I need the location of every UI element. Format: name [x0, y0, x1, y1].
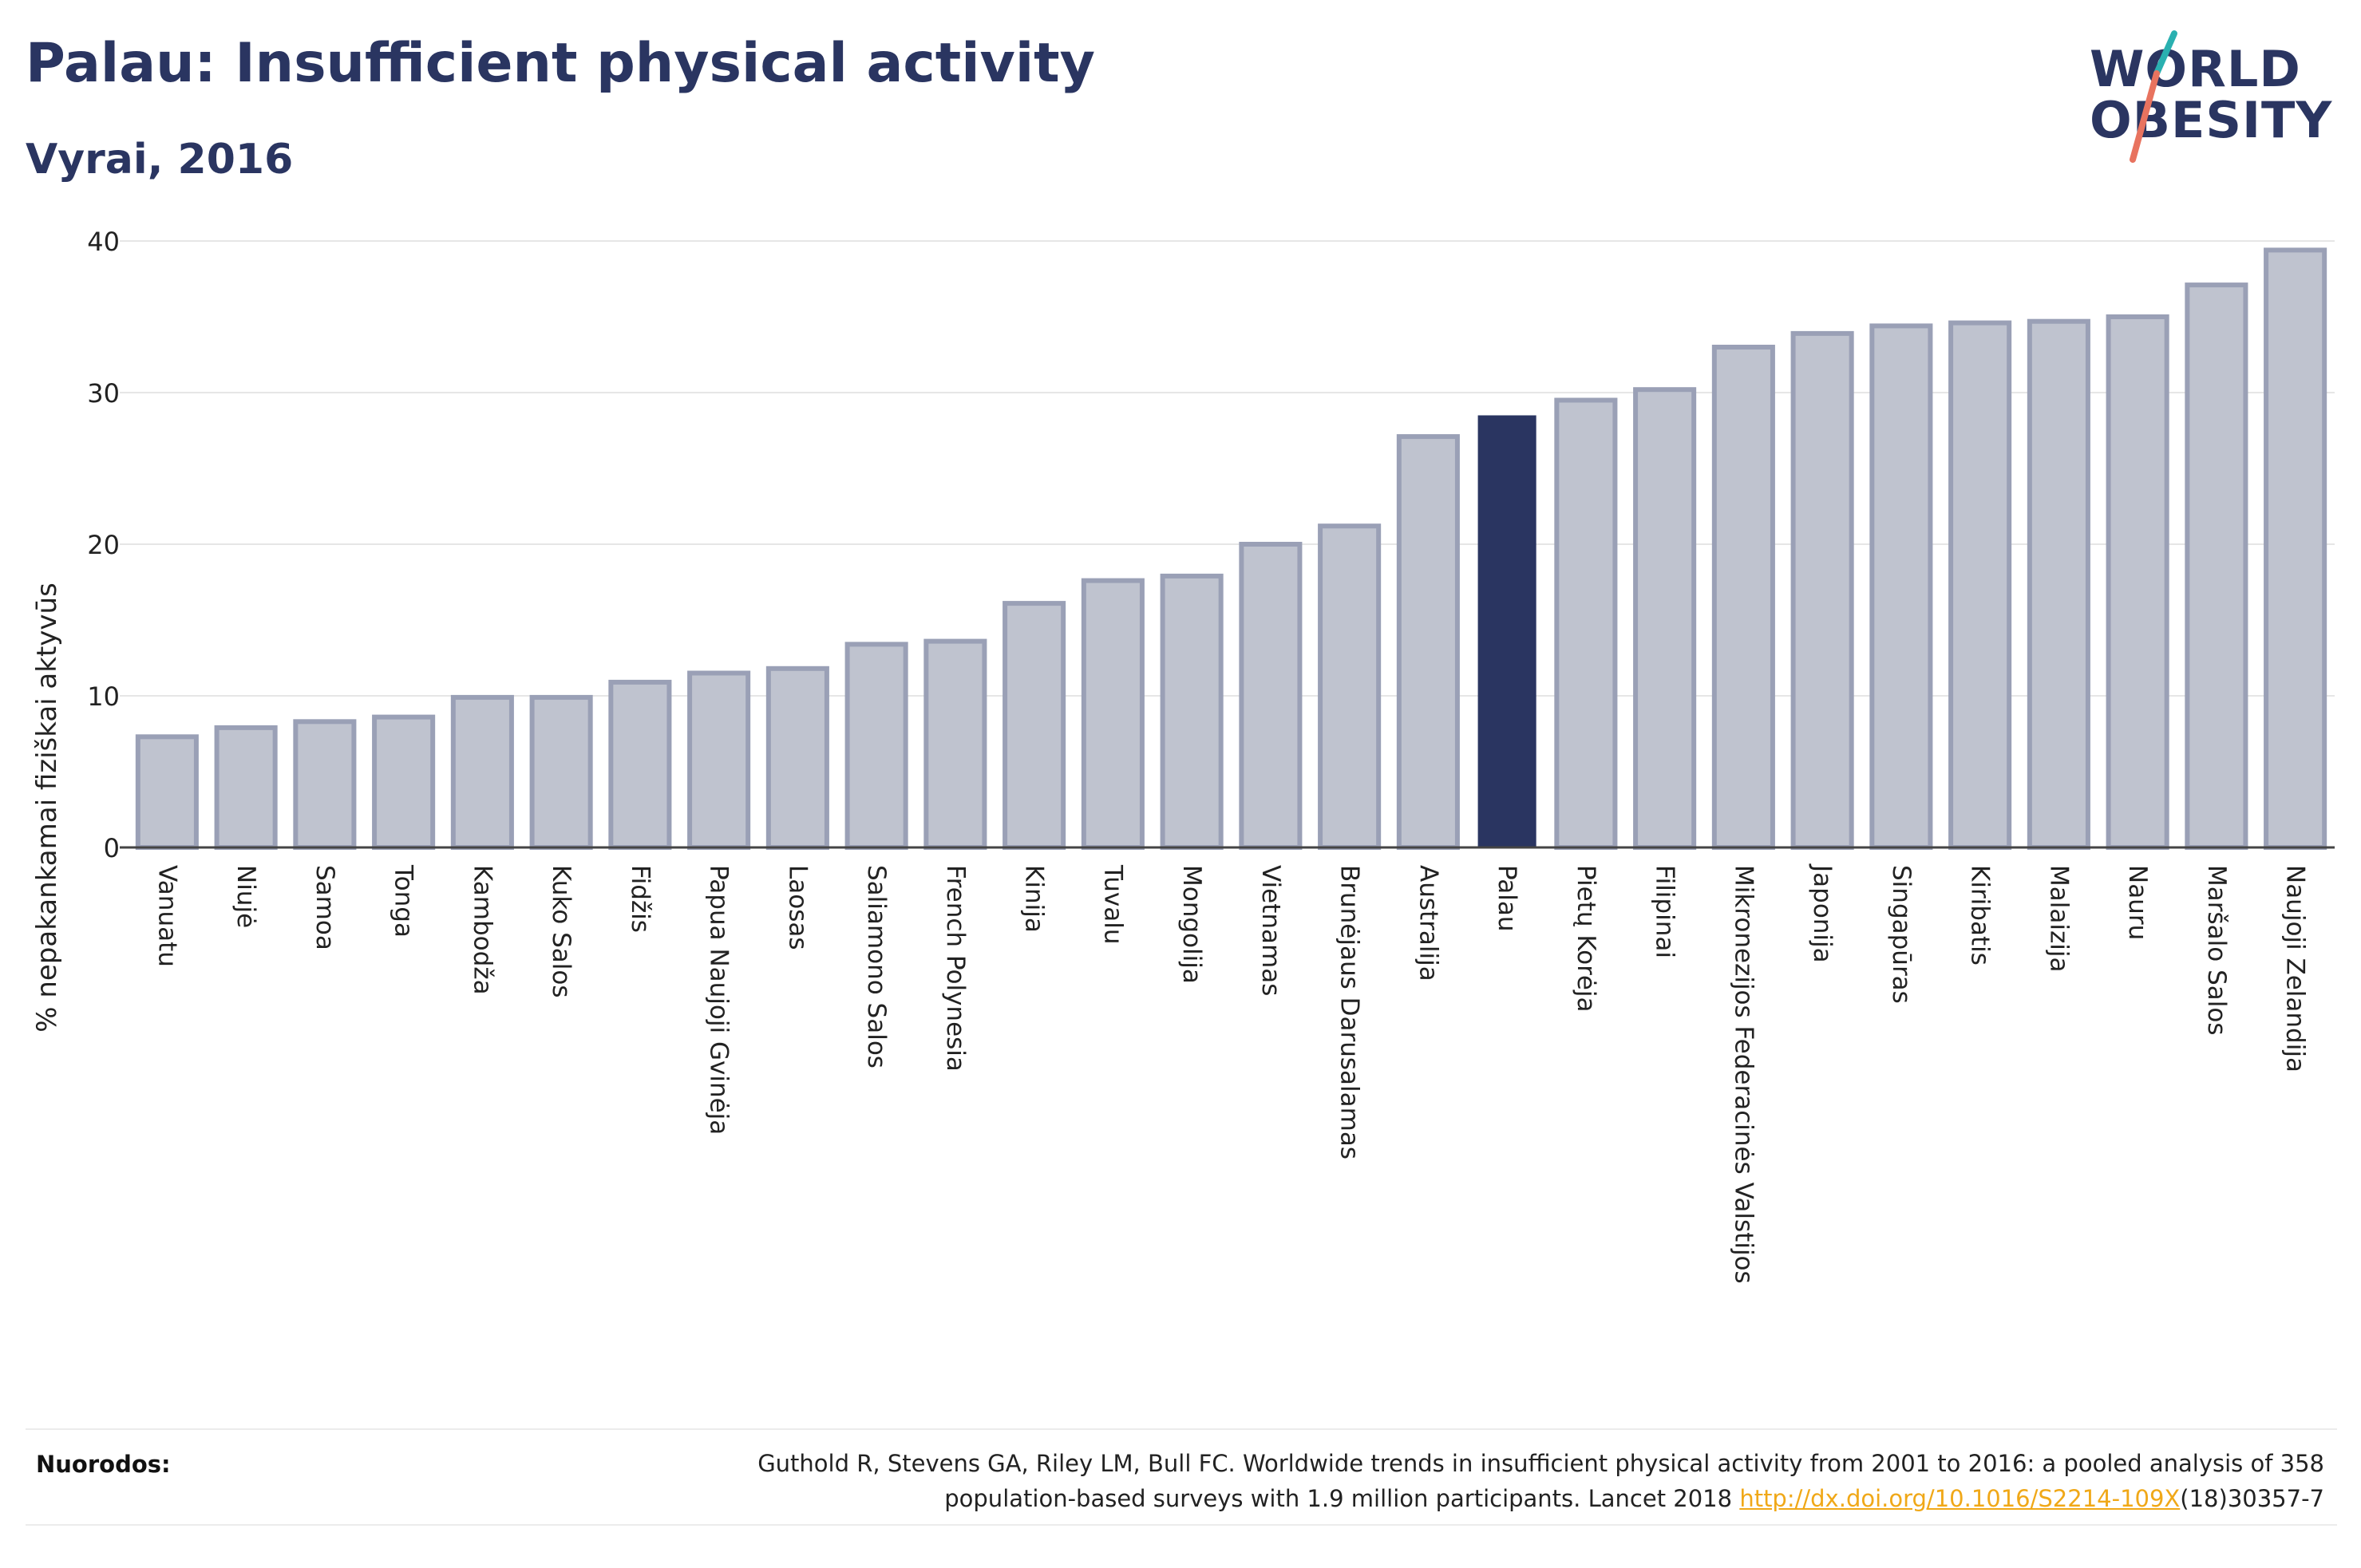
x-tick-label: Fidžis	[626, 865, 655, 933]
bar[interactable]	[923, 638, 987, 850]
bar[interactable]	[1239, 542, 1303, 850]
bar[interactable]	[608, 679, 672, 851]
x-tick-label: Kuko Salos	[547, 865, 575, 998]
bar[interactable]	[765, 666, 829, 850]
x-tick-label: Niujė	[231, 865, 260, 928]
world-obesity-logo[interactable]: WORLD OBESITY	[2075, 24, 2347, 168]
y-tick-label: 0	[104, 833, 120, 863]
bar[interactable]	[135, 734, 199, 850]
x-tick-label: Singapūras	[1887, 865, 1916, 1004]
bar[interactable]	[844, 642, 908, 851]
bar[interactable]	[214, 725, 278, 851]
logo-line-1: WORLD	[2090, 40, 2301, 98]
reference-line-2-start: population-based surveys with 1.9 millio…	[944, 1485, 1740, 1512]
x-tick-label: Pietų Korėja	[1572, 865, 1600, 1013]
bar[interactable]	[1396, 434, 1460, 851]
bar[interactable]	[2264, 247, 2327, 850]
x-tick-label: Malaizija	[2044, 865, 2073, 972]
page-title: Palau: Insufficient physical activity	[26, 32, 1095, 95]
page-subtitle: Vyrai, 2016	[26, 136, 294, 184]
logo-line-2: OBESITY	[2090, 91, 2333, 149]
bar[interactable]	[1081, 578, 1145, 850]
bar[interactable]	[687, 670, 751, 850]
bars	[135, 247, 2327, 851]
x-tick-label: Nauru	[2123, 865, 2152, 940]
x-tick-label: Laosas	[783, 865, 812, 950]
bar[interactable]	[1948, 320, 2012, 851]
reference-line-2: population-based surveys with 1.9 millio…	[488, 1481, 2324, 1516]
x-tick-label: Mikronezijos Federacinės Valstijos	[1729, 865, 1758, 1284]
y-tick-label: 10	[87, 681, 120, 712]
bar[interactable]	[293, 719, 357, 850]
x-tick-label: Tonga	[390, 864, 418, 938]
references-label: Nuorodos:	[36, 1451, 171, 1478]
y-tick-label: 40	[87, 227, 120, 257]
bar[interactable]	[2185, 282, 2248, 851]
x-tick-label: French Polynesia	[941, 865, 970, 1072]
bar[interactable]	[1869, 323, 1933, 850]
logo-slash-icon	[2130, 30, 2177, 163]
x-tick-label: Tuvalu	[1098, 864, 1127, 944]
reference-line-1: Guthold R, Stevens GA, Riley LM, Bull FC…	[757, 1450, 2324, 1477]
footer-divider-bottom	[26, 1524, 2337, 1526]
bar[interactable]	[2106, 314, 2169, 850]
x-tick-label: Vietnamas	[1256, 865, 1285, 996]
x-tick-label: Mongolija	[1177, 865, 1206, 984]
x-tick-label: Maršalo Salos	[2202, 865, 2231, 1035]
bar-highlighted[interactable]	[1477, 415, 1536, 848]
x-tick-label: Kinija	[1020, 865, 1049, 933]
bar[interactable]	[1790, 330, 1854, 850]
x-tick-label: Filipinai	[1651, 865, 1679, 958]
bar[interactable]	[2027, 318, 2090, 850]
x-tick-label: Papua Naujoji Gvinėja	[705, 865, 734, 1135]
bar[interactable]	[1318, 523, 1382, 850]
y-axis-label: % nepakankamai fiziškai aktyvūs	[31, 583, 63, 1033]
x-tick-label: Saliamono Salos	[862, 865, 891, 1068]
y-tick-label: 20	[87, 530, 120, 560]
reference-line-2-end: (18)30357-7	[2180, 1485, 2324, 1512]
bar-chart: 0 10 20 30 40 Vanuatu Niujė Samoa Tonga Kambodža K…	[31, 227, 2335, 1284]
x-tick-label: Brunėjaus Darusalamas	[1335, 865, 1364, 1159]
y-tick-label: 30	[87, 378, 120, 409]
x-tick-label: Kambodža	[468, 865, 496, 995]
bar[interactable]	[529, 694, 593, 851]
bar[interactable]	[1633, 387, 1697, 850]
x-tick-label: Japonija	[1808, 863, 1837, 963]
bar[interactable]	[372, 714, 436, 850]
bar[interactable]	[450, 694, 514, 851]
bar[interactable]	[1711, 345, 1775, 850]
x-tick-label: Vanuatu	[152, 865, 181, 967]
bar[interactable]	[1003, 601, 1066, 850]
x-tick-label: Naujoji Zelandija	[2281, 865, 2310, 1072]
tick-labels: 0 10 20 30 40 Vanuatu Niujė Samoa Tonga Kambodža K…	[87, 227, 2309, 1284]
x-tick-label: Kiribatis	[1966, 865, 1995, 966]
x-tick-label: Samoa	[310, 865, 339, 950]
bar[interactable]	[1554, 397, 1618, 850]
references-text: Guthold R, Stevens GA, Riley LM, Bull FC…	[488, 1446, 2324, 1516]
footer-divider-top	[26, 1428, 2337, 1430]
x-tick-label: Palau	[1493, 865, 1521, 932]
x-tick-label: Australija	[1414, 865, 1442, 981]
doi-link[interactable]: http://dx.doi.org/10.1016/S2214-109X	[1739, 1485, 2181, 1512]
bar[interactable]	[1160, 573, 1224, 850]
